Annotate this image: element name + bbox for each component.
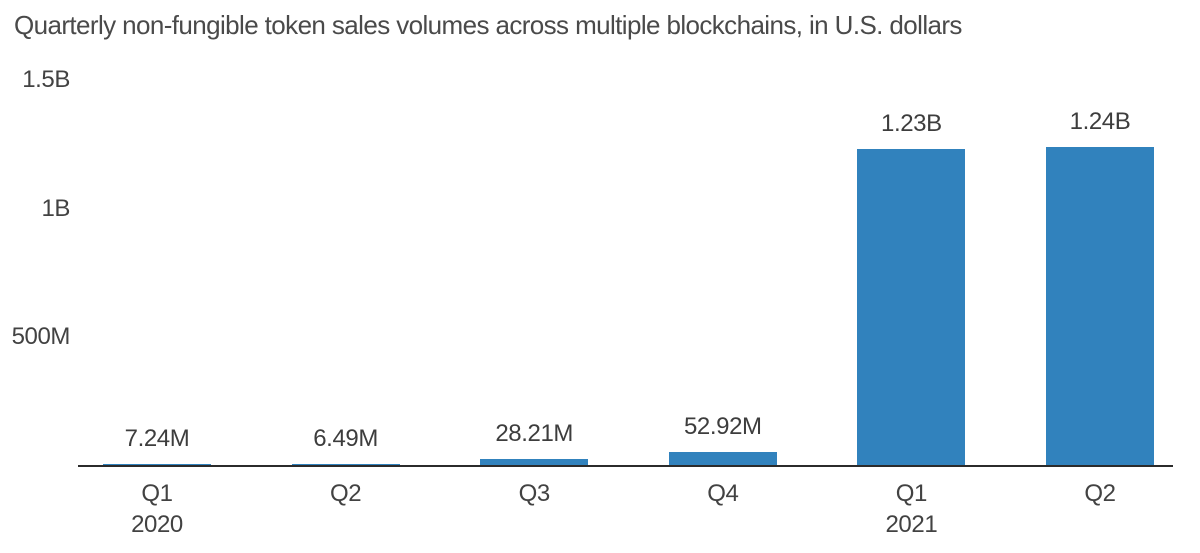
year-label: 2020 xyxy=(131,511,183,538)
x-tick-label: Q1 xyxy=(141,480,173,507)
bar-value-label: 1.23B xyxy=(881,110,942,137)
y-tick-label: 1B xyxy=(41,194,70,222)
bar-value-label: 1.24B xyxy=(1069,108,1131,135)
bar-value-label: 7.24M xyxy=(124,425,190,452)
chart-title: Quarterly non-fungible token sales volum… xyxy=(14,10,962,40)
x-tick-label: Q3 xyxy=(518,480,551,507)
x-axis-line xyxy=(78,465,1173,467)
x-tick-label: Q4 xyxy=(707,480,739,507)
x-tick-label: Q2 xyxy=(329,480,362,507)
y-tick-label: 1.5B xyxy=(22,66,70,93)
bar xyxy=(668,452,777,466)
x-tick-label: Q1 xyxy=(895,480,928,507)
bar-value-label: 28.21M xyxy=(495,420,574,447)
bar-value-label: 52.92M xyxy=(683,413,762,440)
x-tick-label: Q2 xyxy=(1084,480,1116,507)
y-tick-label: 500M xyxy=(11,323,71,351)
year-label: 2021 xyxy=(885,511,938,538)
bar-value-label: 6.49M xyxy=(313,425,378,452)
bar xyxy=(1046,147,1154,466)
bar xyxy=(480,459,589,466)
bar xyxy=(857,149,966,466)
